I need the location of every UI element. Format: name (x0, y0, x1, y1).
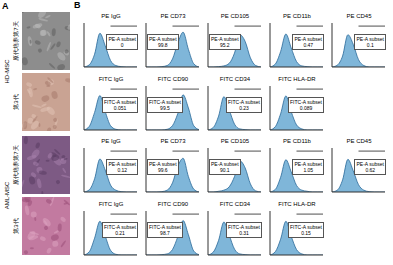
html-text:FITC CD90: FITC CD90 (157, 75, 189, 82)
html-text:PE-A subset: PE-A subset (108, 161, 136, 167)
html-text:90.1: 90.1 (219, 167, 230, 173)
html-text:PE CD105: PE CD105 (220, 13, 250, 19)
html-text:FITC-A subset: FITC-A subset (149, 223, 181, 230)
html-text:PE CD11b: PE CD11b (283, 13, 311, 19)
svg-text:A: A (2, 1, 9, 11)
html-text:PE IgG: PE IgG (101, 13, 121, 19)
html-text:99.5: 99.5 (160, 104, 170, 111)
html-text:FITC HLA-DR: FITC HLA-DR (278, 200, 316, 207)
svg-text:第3代: 第3代 (13, 94, 19, 109)
html-text:PE-A subset: PE-A subset (356, 36, 384, 42)
html-text:FITC CD34: FITC CD34 (219, 200, 251, 207)
html-text:0: 0 (120, 42, 124, 48)
svg-text:AML-MSC: AML-MSC (4, 181, 10, 209)
html-text:FITC IgG: FITC IgG (98, 75, 124, 82)
html-text:PE-A subset: PE-A subset (356, 161, 384, 167)
html-text:FITC-A subset: FITC-A subset (149, 98, 181, 105)
html-text:PE-A subset: PE-A subset (108, 36, 136, 42)
svg-text:原代培养第7天: 原代培养第7天 (12, 145, 19, 184)
html-text:99.6: 99.6 (157, 167, 168, 173)
svg-text:HD-MSC: HD-MSC (4, 59, 10, 84)
html-text:0.1: 0.1 (366, 42, 374, 48)
html-text:95.2: 95.2 (219, 42, 230, 48)
svg-text:第3代: 第3代 (13, 218, 19, 233)
svg-text:原代培养第7天: 原代培养第7天 (12, 21, 19, 60)
html-text:PE CD11b: PE CD11b (283, 138, 311, 144)
html-text:PE-A subset: PE-A subset (211, 36, 239, 42)
html-text:FITC HLA-DR: FITC HLA-DR (278, 75, 316, 82)
html-text:PE CD73: PE CD73 (160, 13, 186, 19)
html-text:B: B (74, 0, 81, 10)
html-text:98.7: 98.7 (160, 229, 170, 236)
html-text:PE CD73: PE CD73 (160, 138, 186, 144)
html-text:FITC-A subset: FITC-A subset (104, 223, 136, 230)
html-text:99.8: 99.8 (157, 42, 168, 48)
html-text:PE CD45: PE CD45 (346, 13, 372, 19)
html-text:PE-A subset: PE-A subset (149, 161, 177, 167)
html-text:0.31: 0.31 (239, 229, 249, 236)
html-text:0.23: 0.23 (239, 104, 249, 111)
html-text:FITC-A subset: FITC-A subset (290, 98, 322, 105)
html-text:FITC-A subset: FITC-A subset (290, 223, 322, 230)
html-text:0.21: 0.21 (115, 229, 125, 236)
html-text:FITC-A subset: FITC-A subset (104, 98, 136, 105)
html-text:PE-A subset: PE-A subset (294, 36, 322, 42)
html-text:FITC-A subset: FITC-A subset (228, 98, 260, 105)
html-text:PE CD105: PE CD105 (220, 138, 250, 144)
html-text:PE IgG: PE IgG (101, 138, 121, 144)
html-text:FITC CD34: FITC CD34 (219, 75, 251, 82)
html-text:PE-A subset: PE-A subset (211, 161, 239, 167)
html-text:FITC-A subset: FITC-A subset (228, 223, 260, 230)
html-text:0.051: 0.051 (113, 104, 127, 111)
html-text:FITC IgG: FITC IgG (98, 200, 124, 207)
html-text:PE-A subset: PE-A subset (149, 36, 177, 42)
html-text:1.05: 1.05 (303, 167, 314, 173)
html-text:0.089: 0.089 (299, 104, 313, 111)
html-text:0.15: 0.15 (301, 229, 311, 236)
html-text:0.47: 0.47 (303, 42, 314, 48)
html-text:PE-A subset: PE-A subset (294, 161, 322, 167)
html-text:0.12: 0.12 (117, 167, 128, 173)
html-text:FITC CD90: FITC CD90 (157, 200, 189, 207)
html-text:0.62: 0.62 (365, 167, 376, 173)
html-text:PE CD45: PE CD45 (346, 138, 372, 144)
